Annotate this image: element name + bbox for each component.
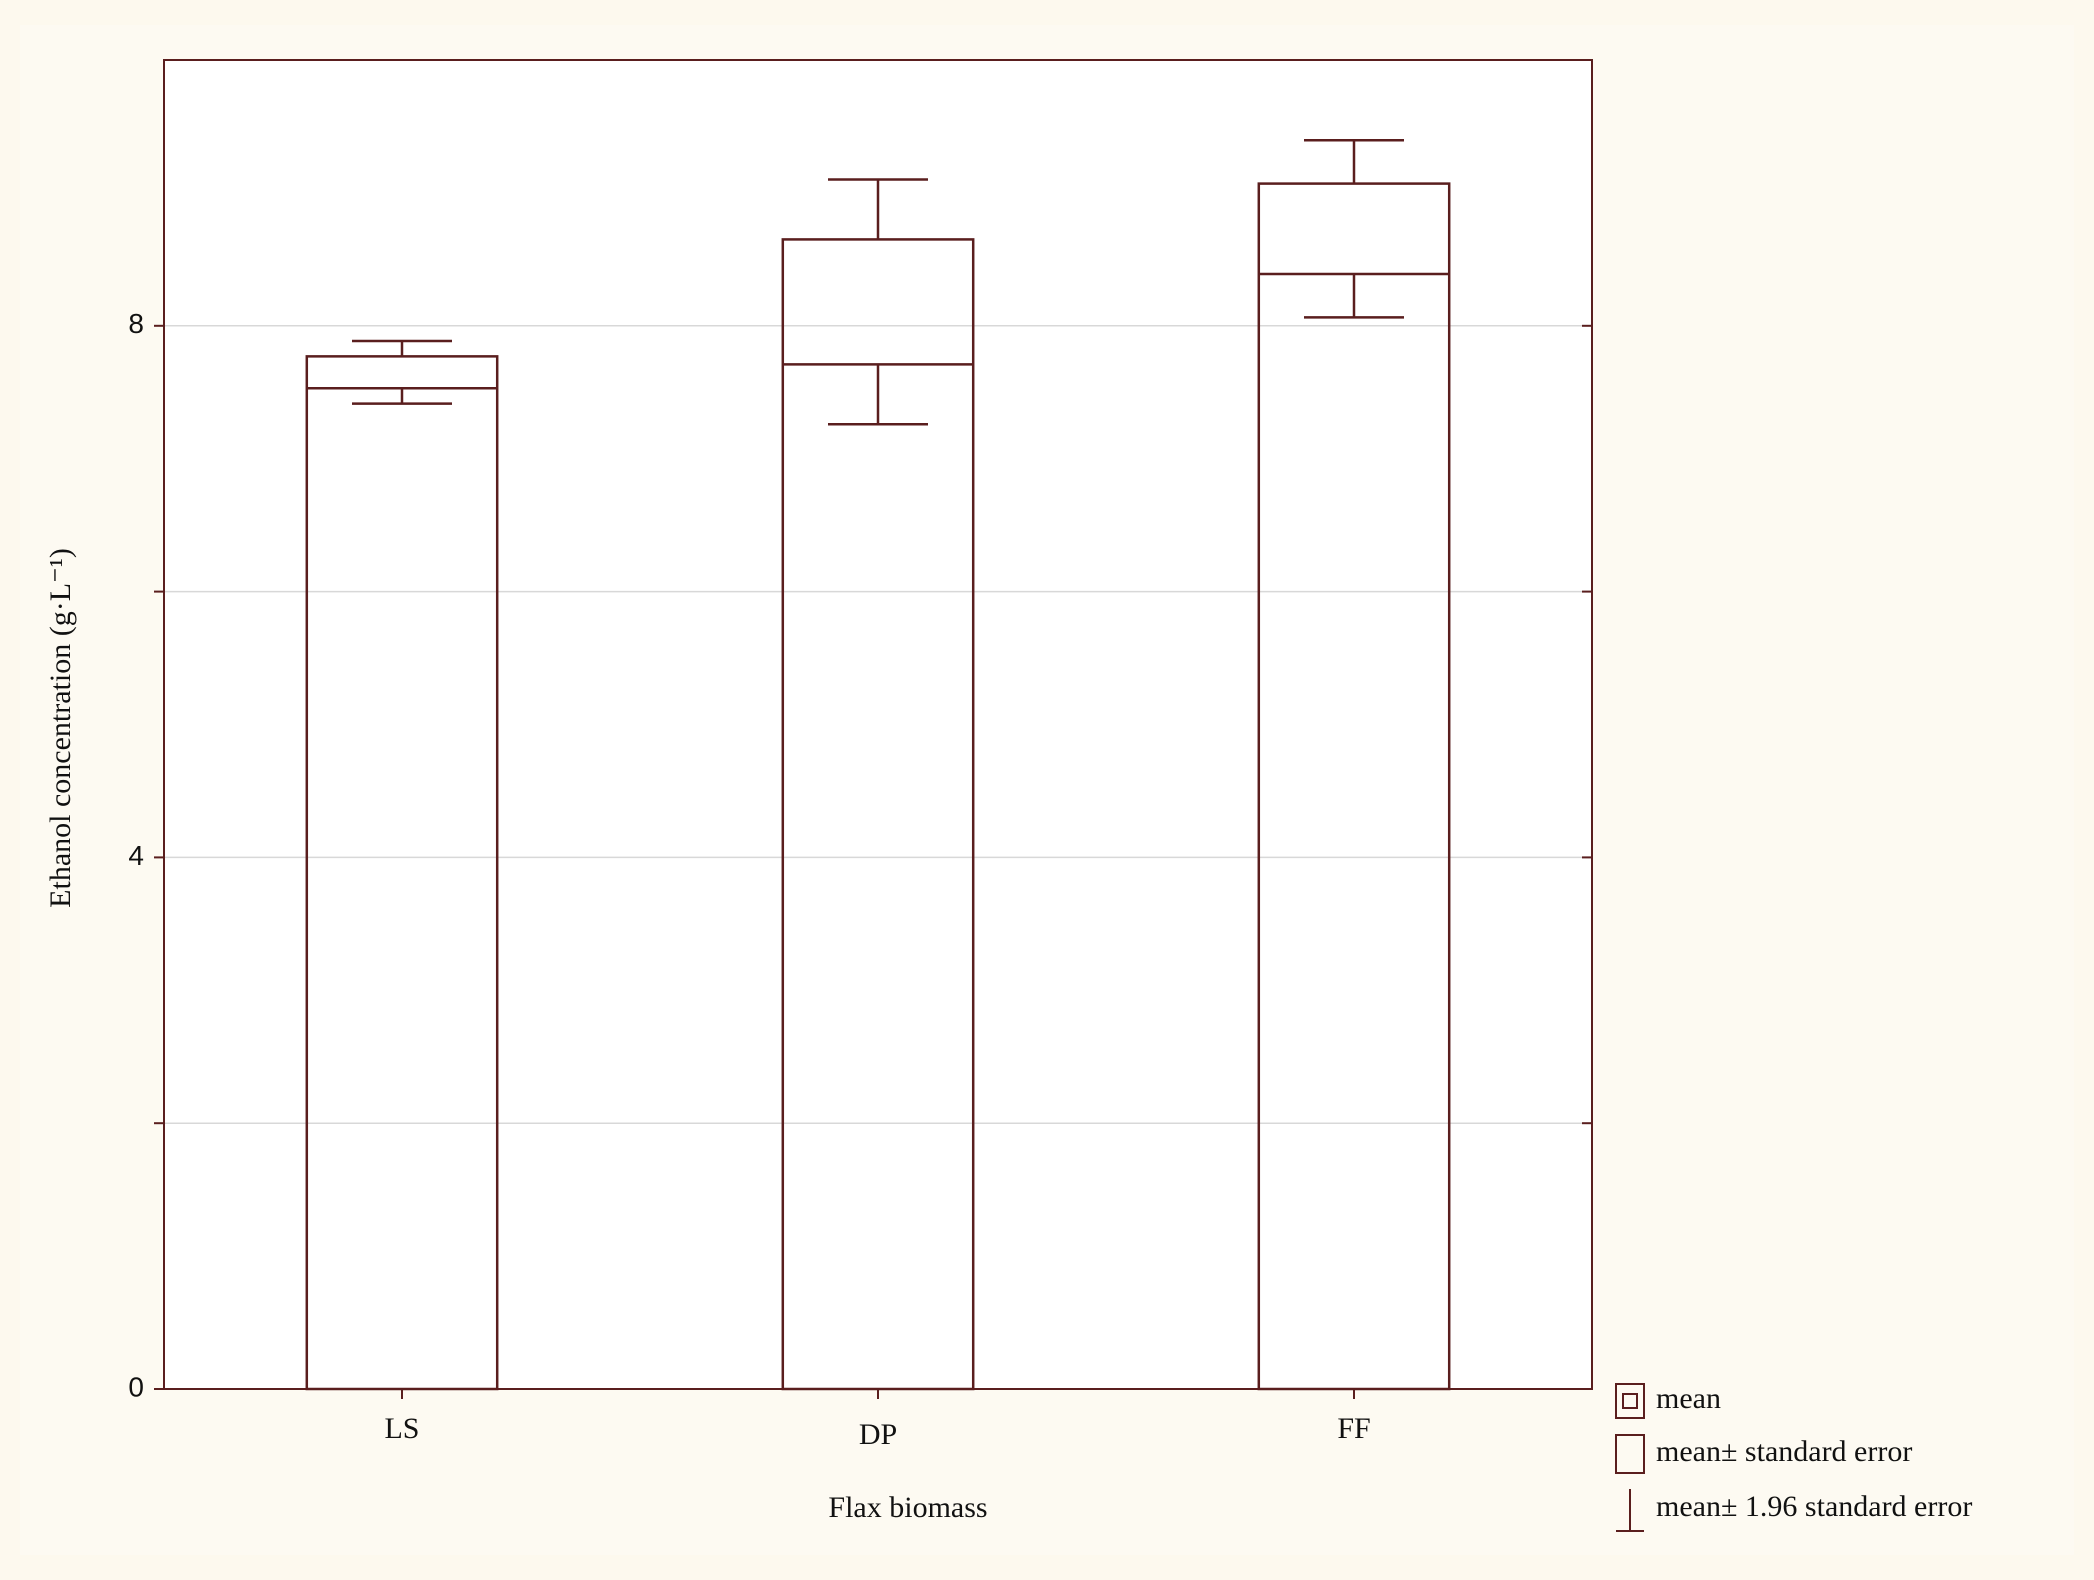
legend-label: mean± 1.96 standard error [1656,1490,1972,1523]
x-tick-label: LS [384,1412,419,1445]
x-axis-title: Flax biomass [828,1491,987,1524]
y-axis-title: Ethanol concentration (g·L⁻¹) [44,548,77,908]
y-tick-label: 0 [128,1371,144,1402]
y-tick-label: 8 [128,308,144,339]
legend-label: mean [1656,1382,1721,1415]
x-tick-label: FF [1337,1412,1370,1445]
x-tick-label: DP [859,1418,897,1451]
plot-area [164,60,1592,1389]
legend-icon-mean-inner [1622,1393,1638,1409]
y-tick-label: 4 [128,840,144,871]
legend-icon-se [1615,1434,1645,1474]
legend-icon-mean [1615,1383,1645,1419]
legend-label: mean± standard error [1656,1435,1912,1468]
